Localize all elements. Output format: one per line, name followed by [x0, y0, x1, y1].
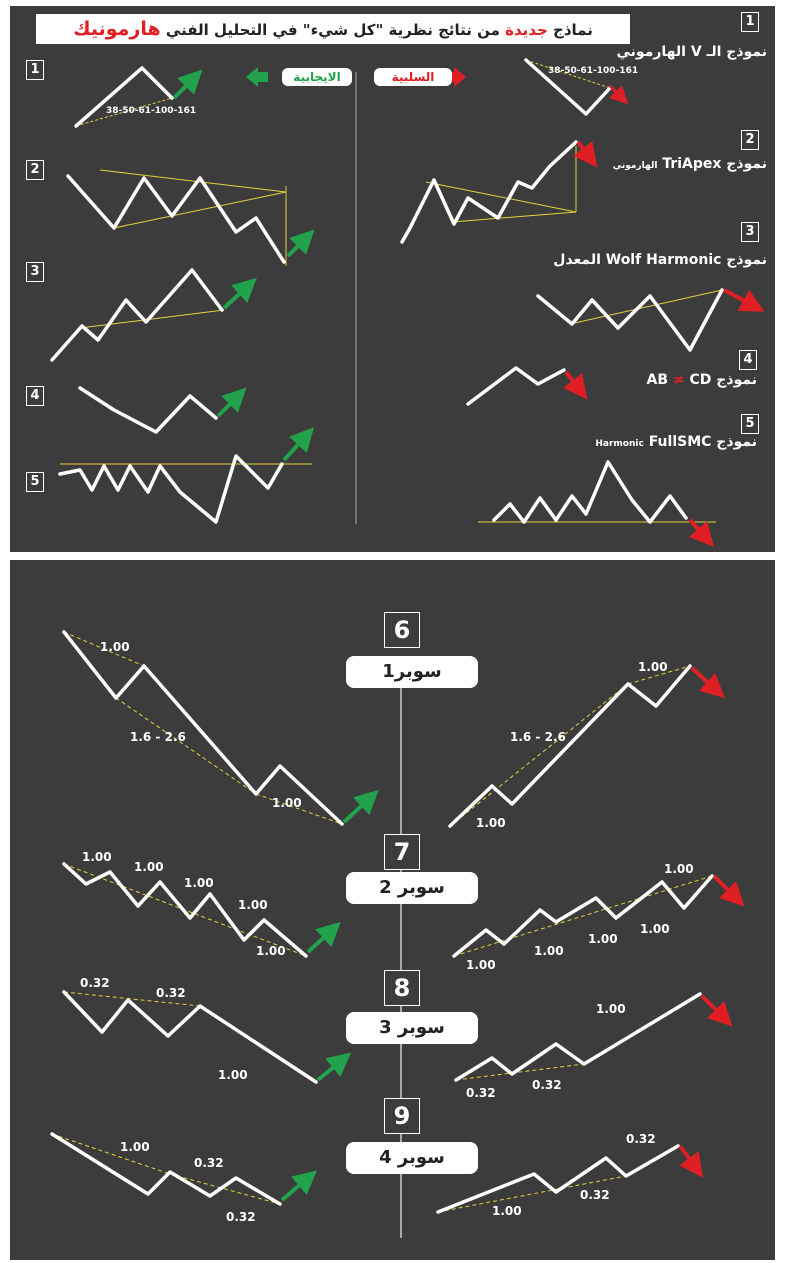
title-part-1: نماذج	[547, 21, 593, 39]
label-triapex: نموذج TriApex الهارموني	[613, 156, 767, 172]
number-box-left-5: 5	[26, 472, 44, 492]
ratio-label: 1.00	[492, 1204, 522, 1218]
label-fullsmc-main: نموذج	[711, 434, 757, 450]
left-pattern-5	[58, 427, 315, 524]
label-v-pattern: نموذج الـ V الهارموني	[616, 44, 768, 60]
ratio-label: 1.00	[100, 640, 130, 654]
ratio-label: 1.00	[82, 850, 112, 864]
number-box-right-1: 1	[741, 12, 759, 32]
left-pattern-1	[74, 66, 203, 128]
super2-left-pattern	[62, 862, 341, 958]
number-box-6: 6	[384, 612, 420, 648]
number-box-left-1: 1	[26, 60, 44, 80]
ratio-label: 0.32	[80, 976, 110, 990]
label-triapex-main: نموذج TriApex	[662, 156, 767, 172]
number-box-right-4: 4	[739, 350, 757, 370]
ratio-label: 1.00	[664, 862, 694, 876]
label-triapex-small: الهارموني	[612, 161, 658, 171]
right-pattern-2	[400, 140, 598, 244]
ratio-label: 0.32	[532, 1078, 562, 1092]
number-box-7: 7	[384, 834, 420, 870]
label-abcd: AB ≠ CD نموذج	[647, 372, 757, 388]
ratio-label: 1.00	[596, 1002, 626, 1016]
ratio-label: 0.32	[466, 1086, 496, 1100]
bottom-panel: 6 7 8 9 سوبر1 سوبر 2 سوبر 3 سوبر 4 1.00 …	[10, 560, 775, 1260]
label-fullsmc-small: Harmonic	[595, 439, 644, 449]
legend-positive: الايجابية	[282, 68, 352, 86]
fib-sequence-left: 38-50-61-100-161	[106, 106, 197, 116]
ratio-label: 0.32	[194, 1156, 224, 1170]
positive-arrow-icon	[246, 67, 268, 87]
fib-sequence-right: 38-50-61-100-161	[548, 66, 639, 76]
ratio-label: 1.6 - 2.6	[130, 730, 186, 744]
number-box-9: 9	[384, 1098, 420, 1134]
super-label-2: سوبر 2	[346, 872, 478, 904]
label-abcd-left: AB	[646, 372, 673, 388]
ratio-label: 1.00	[640, 922, 670, 936]
right-pattern-4	[466, 366, 588, 406]
ratio-label: 1.00	[134, 860, 164, 874]
title-brand: هارمونيك	[73, 18, 161, 40]
top-diagram	[50, 58, 765, 547]
ratio-label: 1.00	[534, 944, 564, 958]
super-label-4: سوبر 4	[346, 1142, 478, 1174]
right-pattern-1	[524, 58, 629, 116]
right-pattern-5	[478, 460, 716, 547]
number-box-left-2: 2	[26, 160, 44, 180]
label-fullsmc: نموذج Harmonic FullSMC	[595, 434, 757, 450]
ratio-label: 1.00	[184, 876, 214, 890]
super1-right-pattern	[448, 664, 725, 828]
number-box-8: 8	[384, 970, 420, 1006]
ratio-label: 1.00	[588, 932, 618, 946]
ratio-label: 0.32	[580, 1188, 610, 1202]
number-box-right-2: 2	[741, 130, 759, 150]
top-panel: نماذج جديدة من نتائج نظرية "كل شيء" في ا…	[10, 6, 775, 552]
super-label-3: سوبر 3	[346, 1012, 478, 1044]
left-pattern-2	[66, 169, 315, 266]
ratio-label: 1.6 - 2.6	[510, 730, 566, 744]
left-pattern-4	[78, 386, 247, 434]
ratio-label: 1.00	[272, 796, 302, 810]
super2-right-pattern	[452, 874, 745, 958]
super-label-1: سوبر1	[346, 656, 478, 688]
label-wolf: نموذج Wolf Harmonic المعدل	[553, 252, 767, 268]
number-box-left-3: 3	[26, 262, 44, 282]
right-pattern-3	[536, 288, 765, 352]
super3-right-pattern	[454, 992, 733, 1082]
number-box-left-4: 4	[26, 386, 44, 406]
super1-left-pattern	[62, 630, 379, 826]
legend-negative: السلبية	[374, 68, 452, 86]
super3-left-pattern	[62, 990, 352, 1084]
ratio-label: 1.00	[218, 1068, 248, 1082]
ratio-label: 1.00	[466, 958, 496, 972]
left-pattern-3	[50, 268, 257, 362]
ratio-label: 1.00	[120, 1140, 150, 1154]
ratio-label: 0.32	[626, 1132, 656, 1146]
super4-left-pattern	[50, 1132, 318, 1206]
ratio-label: 1.00	[256, 944, 286, 958]
ratio-label: 0.32	[156, 986, 186, 1000]
super4-right-pattern	[436, 1144, 704, 1214]
label-fullsmc-name: FullSMC	[648, 434, 712, 450]
ratio-label: 1.00	[238, 898, 268, 912]
number-box-right-3: 3	[741, 222, 759, 242]
title-part-2: من نتائج نظرية "كل شيء" في التحليل الفني	[160, 21, 506, 39]
ratio-label: 1.00	[476, 816, 506, 830]
title-highlight: جديدة	[505, 21, 548, 39]
ratio-label: 0.32	[226, 1210, 256, 1224]
label-abcd-right: CD نموذج	[684, 372, 758, 388]
page-title: نماذج جديدة من نتائج نظرية "كل شيء" في ا…	[36, 14, 630, 44]
label-abcd-neq: ≠	[672, 372, 685, 388]
number-box-right-5: 5	[741, 414, 759, 434]
ratio-label: 1.00	[638, 660, 668, 674]
